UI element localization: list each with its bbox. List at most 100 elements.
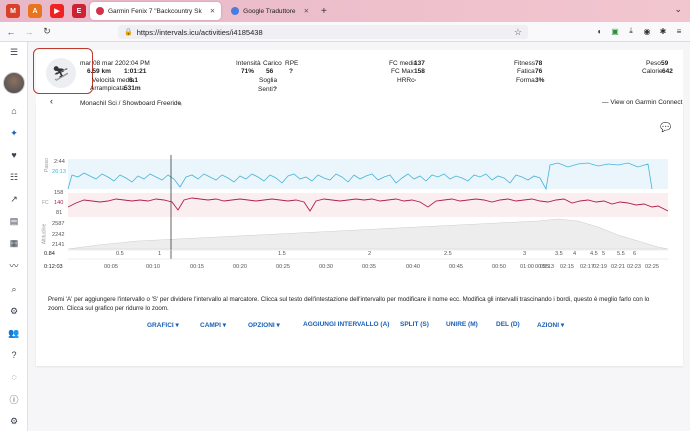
highlight-box — [33, 48, 93, 94]
charts-label: GRAFICI — [147, 322, 174, 329]
account-icon[interactable]: ◉ — [643, 26, 651, 36]
duration-value: 1:01:21 — [124, 68, 147, 75]
time-tick: 02:23 — [627, 264, 641, 270]
list-icon[interactable]: ☷ — [9, 171, 19, 182]
chat-icon[interactable]: ◌ — [11, 372, 17, 382]
time-tick: 00:05 — [104, 264, 118, 270]
hamburger-icon[interactable]: ☰ — [9, 46, 19, 57]
close-icon[interactable]: ✕ — [209, 8, 216, 15]
calories-label: Calorie — [642, 68, 663, 75]
reload-icon[interactable]: ↻ — [43, 26, 51, 36]
help-icon[interactable]: ? — [11, 350, 17, 360]
options-button[interactable]: OPZIONI ▾ — [248, 321, 280, 329]
join-button[interactable]: UNIRE (M) — [446, 321, 478, 328]
time-tick: 02:21 — [611, 264, 625, 270]
avatar[interactable] — [3, 72, 25, 94]
time-tick: 00:50 — [492, 264, 506, 270]
menu-icon[interactable]: ≡ — [676, 26, 682, 36]
activity-chart[interactable] — [38, 155, 668, 275]
trend-icon[interactable]: ↗ — [10, 193, 18, 204]
tick-label: 81 — [56, 210, 63, 216]
km-tick: 4.5 — [590, 251, 598, 257]
km-tick: 5.5 — [617, 251, 625, 257]
activity-time: 02:04 PM — [122, 60, 150, 67]
tab-favicon-1[interactable]: M — [6, 4, 20, 18]
close-icon[interactable]: ✕ — [303, 8, 310, 15]
activity-title[interactable]: Monachil Sci / Showboard Freeride — [80, 100, 182, 107]
km-tick: 4 — [573, 251, 577, 257]
download-icon[interactable]: ⤓ — [629, 26, 633, 35]
km-tick: 5 — [602, 251, 606, 257]
tab-translate[interactable]: Google Traduttore ✕ — [225, 2, 315, 20]
km-tick: 0.5 — [116, 251, 124, 257]
time-tick: 01:00 — [520, 264, 534, 270]
chart-icon[interactable]: 〰 — [9, 260, 19, 271]
tick-label: 2587 — [52, 221, 65, 227]
fields-button[interactable]: CAMPI ▾ — [200, 321, 226, 329]
youtube-tab-icon[interactable]: ▶ — [50, 4, 64, 18]
sidebar: ☰ ⌂ ✦ ♥ ☷ ↗ ▤ ▦ 〰 ⌕ ⚙ 👥 ? ◌ ⓘ ⚙ — [0, 42, 28, 431]
time-tick: 00:55 — [535, 264, 549, 270]
weight-value[interactable]: 59 — [661, 60, 669, 67]
actions-button[interactable]: AZIONI ▾ — [537, 321, 564, 329]
chevron-down-icon[interactable]: ⌄ — [674, 4, 682, 14]
garmin-link[interactable]: — View on Garmin Connect — [602, 99, 683, 106]
nav-bar: ← → ↻ 🔒 https://intervals.icu/activities… — [0, 22, 690, 42]
tick-label: 26:13 — [52, 169, 66, 175]
time-tick: 00:40 — [406, 264, 420, 270]
forward-icon[interactable]: → — [24, 26, 34, 37]
heart-icon[interactable]: ♥ — [11, 150, 17, 160]
km-tick: 1 — [158, 251, 162, 257]
back-arrow-icon[interactable]: ‹ — [50, 96, 53, 106]
people-icon[interactable]: 👥 — [8, 327, 20, 338]
avg-speed-label: Velocità media — [92, 77, 135, 84]
tab-garmin[interactable]: Garmin Fenix 7 "Backcountry Sk ✕ — [90, 2, 222, 20]
time-tick: 00:35 — [362, 264, 376, 270]
add-interval-button[interactable]: AGGIUNGI INTERVALLO (A) — [303, 321, 390, 328]
time-tick: 02:15 — [560, 264, 574, 270]
back-icon[interactable]: ← — [6, 26, 16, 37]
avg-speed-value: 6.1 — [129, 77, 139, 84]
tab-favicon-4[interactable]: E — [72, 4, 86, 18]
calculator-icon[interactable]: ▤ — [9, 215, 19, 226]
options-label: OPZIONI — [248, 322, 275, 329]
hr-max-label: FC Max — [391, 68, 414, 75]
caret-down-icon: ▾ — [175, 322, 179, 329]
split-button[interactable]: SPLIT (S) — [400, 321, 429, 328]
fields-label: CAMPI — [200, 322, 221, 329]
calories-value: 642 — [662, 68, 673, 75]
feel-value[interactable]: ? — [273, 86, 277, 93]
pocket-icon[interactable]: ◖ — [596, 26, 602, 36]
extension-icon[interactable]: ▣ — [611, 26, 619, 36]
tab-favicon-2[interactable]: A — [28, 4, 42, 18]
activity-date: mar 08 mar 22 — [80, 60, 123, 67]
pace-panel-label: Passo — [43, 158, 50, 172]
settings-icon[interactable]: ⚙ — [9, 415, 19, 426]
weight-label: Peso — [646, 60, 661, 67]
edit-icon[interactable]: ✎ — [177, 101, 183, 108]
info-icon[interactable]: ⓘ — [9, 394, 19, 405]
home-icon[interactable]: ⌂ — [11, 106, 17, 116]
caret-down-icon: ▾ — [276, 322, 280, 329]
new-tab-button[interactable]: + — [321, 5, 327, 17]
climb-value: 531m — [124, 85, 141, 92]
time-tick: 02:13 — [540, 264, 554, 270]
rpe-value[interactable]: ? — [289, 68, 293, 75]
extensions-icon[interactable]: ✱ — [659, 26, 667, 36]
url-bar[interactable]: 🔒 https://intervals.icu/activities/i4185… — [118, 25, 528, 39]
bookmark-star-icon[interactable]: ☆ — [513, 26, 522, 37]
hr-avg-value: 137 — [414, 60, 425, 67]
delete-button[interactable]: DEL (D) — [496, 321, 520, 328]
km-tick: 3 — [523, 251, 527, 257]
comment-icon[interactable]: 💬 — [660, 122, 672, 132]
km-tick: 6 — [633, 251, 637, 257]
distance-value: 6.59 km — [87, 68, 111, 75]
garmin-link-label: View on Garmin Connect — [610, 99, 683, 106]
search-icon[interactable]: ⌕ — [11, 283, 17, 294]
climb-label: Arrampicata — [90, 85, 126, 92]
gear-icon[interactable]: ⚙ — [9, 305, 19, 316]
charts-button[interactable]: GRAFICI ▾ — [147, 321, 179, 329]
activity-icon[interactable]: ✦ — [10, 127, 18, 138]
calendar-icon[interactable]: ▦ — [9, 237, 19, 248]
hr-series — [67, 197, 668, 212]
